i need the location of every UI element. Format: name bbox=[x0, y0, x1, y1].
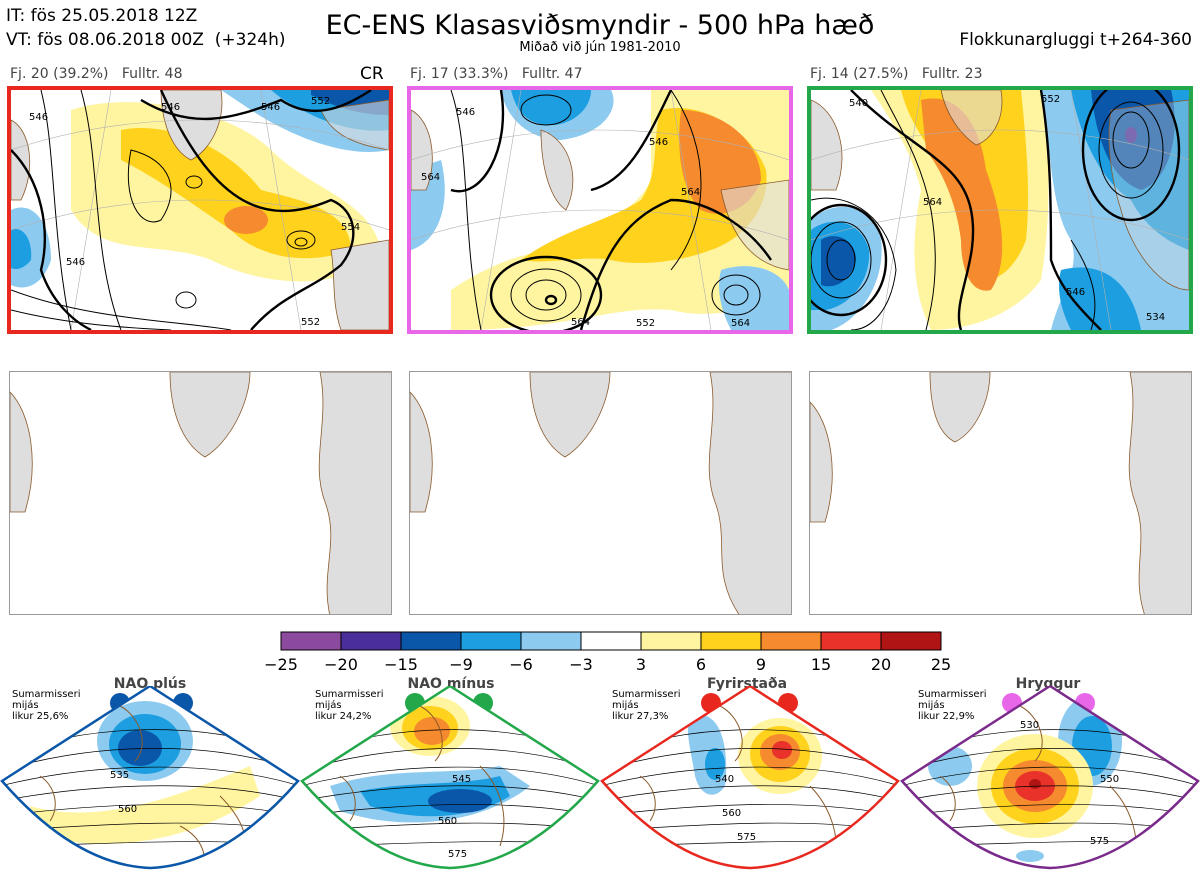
regime-2-info: Sumarmisseri mijás likur 24,2% bbox=[315, 689, 384, 722]
contour-label: 546 bbox=[66, 257, 85, 268]
contour-label: 564 bbox=[681, 187, 700, 198]
colorbar-tick-label: 3 bbox=[635, 655, 647, 674]
cluster-1-map: 546 546 546 552 546 554 552 bbox=[7, 86, 393, 334]
regime-3-contour-label: 575 bbox=[737, 832, 756, 843]
colorbar-tick-label: −25 bbox=[264, 655, 298, 674]
cluster-3-share: Fj. 14 (27.5%) bbox=[810, 66, 909, 82]
cluster-2-share: Fj. 17 (33.3%) bbox=[410, 66, 509, 82]
colorbar-swatch bbox=[760, 631, 822, 651]
cluster-1-share: Fj. 20 (39.2%) bbox=[10, 66, 109, 82]
page-title: EC-ENS Klasasviðsmyndir - 500 hPa hæð bbox=[325, 10, 875, 41]
contour-label: 554 bbox=[341, 222, 360, 233]
regime-3-contour-label: 560 bbox=[722, 808, 741, 819]
regime-1-contour-label: 560 bbox=[118, 804, 137, 815]
colorbar-tick-label: 6 bbox=[695, 655, 707, 674]
page-subtitle: Miðað við jún 1981-2010 bbox=[519, 40, 681, 55]
colorbar-swatch bbox=[580, 631, 642, 651]
regime-4-contour-label: 530 bbox=[1020, 720, 1039, 731]
contour-label: 546 bbox=[456, 107, 475, 118]
cluster-3-member: Fulltr. 23 bbox=[921, 66, 983, 82]
cluster-1-tag: CR bbox=[360, 64, 384, 84]
regime-2-contour-label: 545 bbox=[452, 774, 471, 785]
colorbar-swatch bbox=[460, 631, 522, 651]
regime-4-contour-label: 575 bbox=[1090, 836, 1109, 847]
contour-label: 564 bbox=[421, 172, 440, 183]
cluster-3-map: 540 564 546 534 552 bbox=[807, 86, 1193, 334]
regime-2-map: 545 560 575 bbox=[300, 684, 600, 875]
regime-4-info: Sumarmisseri mijás likur 22,9% bbox=[918, 689, 987, 722]
regime-2-title: NAO mínus bbox=[407, 676, 495, 692]
regime-1-map: 535 560 bbox=[0, 684, 300, 875]
regime-2-contour-label: 560 bbox=[438, 816, 457, 827]
regime-3-title: Fyrirstaða bbox=[706, 676, 788, 692]
valid-time: VT: fös 08.06.2018 00Z (+324h) bbox=[6, 30, 286, 50]
cluster-2-member: Fulltr. 47 bbox=[521, 66, 583, 82]
colorbar-swatch bbox=[280, 631, 342, 651]
colorbar-tick-label: 20 bbox=[870, 655, 892, 674]
empty-map-1 bbox=[9, 371, 392, 615]
contour-label: 552 bbox=[636, 318, 655, 329]
regime-3-info: Sumarmisseri mijás likur 27,3% bbox=[612, 689, 681, 722]
regime-3-map: 540 560 575 bbox=[600, 684, 900, 875]
cluster-3-label: Fj. 14 (27.5%) Fulltr. 23 bbox=[810, 66, 983, 82]
colorbar-swatch bbox=[880, 631, 942, 651]
colorbar-tick-label: −15 bbox=[384, 655, 418, 674]
colorbar-swatch bbox=[820, 631, 882, 651]
colorbar-swatch bbox=[700, 631, 762, 651]
regime-2-contour-label: 575 bbox=[448, 849, 467, 860]
cluster-2-map: 546 564 546 564 564 552 564 bbox=[407, 86, 793, 334]
cluster-1-member: Fulltr. 48 bbox=[121, 66, 183, 82]
empty-map-3 bbox=[809, 371, 1192, 615]
colorbar bbox=[279, 631, 944, 655]
colorbar-tick-label: 9 bbox=[755, 655, 767, 674]
contour-label: 552 bbox=[301, 317, 320, 328]
header-info: IT: fös 25.05.2018 12Z VT: fös 08.06.2018… bbox=[6, 4, 285, 52]
colorbar-swatch bbox=[400, 631, 462, 651]
colorbar-tick-label: −6 bbox=[509, 655, 533, 674]
contour-label: 552 bbox=[311, 96, 330, 107]
regime-4-contour-label: 550 bbox=[1100, 774, 1119, 785]
regime-3-contour-label: 540 bbox=[715, 774, 734, 785]
contour-label: 546 bbox=[161, 102, 180, 113]
contour-label: 546 bbox=[29, 112, 48, 123]
regime-4-title: Hryggur bbox=[1015, 676, 1081, 692]
init-time: IT: fös 25.05.2018 12Z bbox=[6, 6, 198, 26]
regime-1-info: Sumarmisseri mijás likur 25,6% bbox=[12, 689, 81, 722]
colorbar-swatch bbox=[640, 631, 702, 651]
contour-label: 564 bbox=[571, 317, 590, 328]
cluster-2-label: Fj. 17 (33.3%) Fulltr. 47 bbox=[410, 66, 583, 82]
colorbar-tick-label: 25 bbox=[930, 655, 952, 674]
contour-label: 552 bbox=[1041, 94, 1060, 105]
contour-label: 546 bbox=[261, 102, 280, 113]
contour-label: 534 bbox=[1146, 312, 1165, 323]
contour-label: 564 bbox=[731, 318, 750, 329]
colorbar-tick-label: −20 bbox=[324, 655, 358, 674]
colorbar-tick-label: 15 bbox=[810, 655, 832, 674]
contour-label: 546 bbox=[1066, 287, 1085, 298]
colorbar-swatch bbox=[340, 631, 402, 651]
classification-window: Flokkunargluggi t+264-360 bbox=[959, 30, 1192, 50]
empty-map-2 bbox=[409, 371, 792, 615]
cluster-1-label: Fj. 20 (39.2%) Fulltr. 48 bbox=[10, 66, 183, 82]
colorbar-tick-label: −9 bbox=[449, 655, 473, 674]
contour-label: 540 bbox=[849, 98, 868, 109]
colorbar-tick-label: −3 bbox=[569, 655, 593, 674]
contour-label: 564 bbox=[923, 197, 942, 208]
regime-4-map: 530 550 575 bbox=[900, 684, 1200, 875]
regime-1-title: NAO plús bbox=[113, 676, 187, 692]
regime-1-contour-label: 535 bbox=[110, 770, 129, 781]
colorbar-swatch bbox=[520, 631, 582, 651]
contour-label: 546 bbox=[649, 137, 668, 148]
